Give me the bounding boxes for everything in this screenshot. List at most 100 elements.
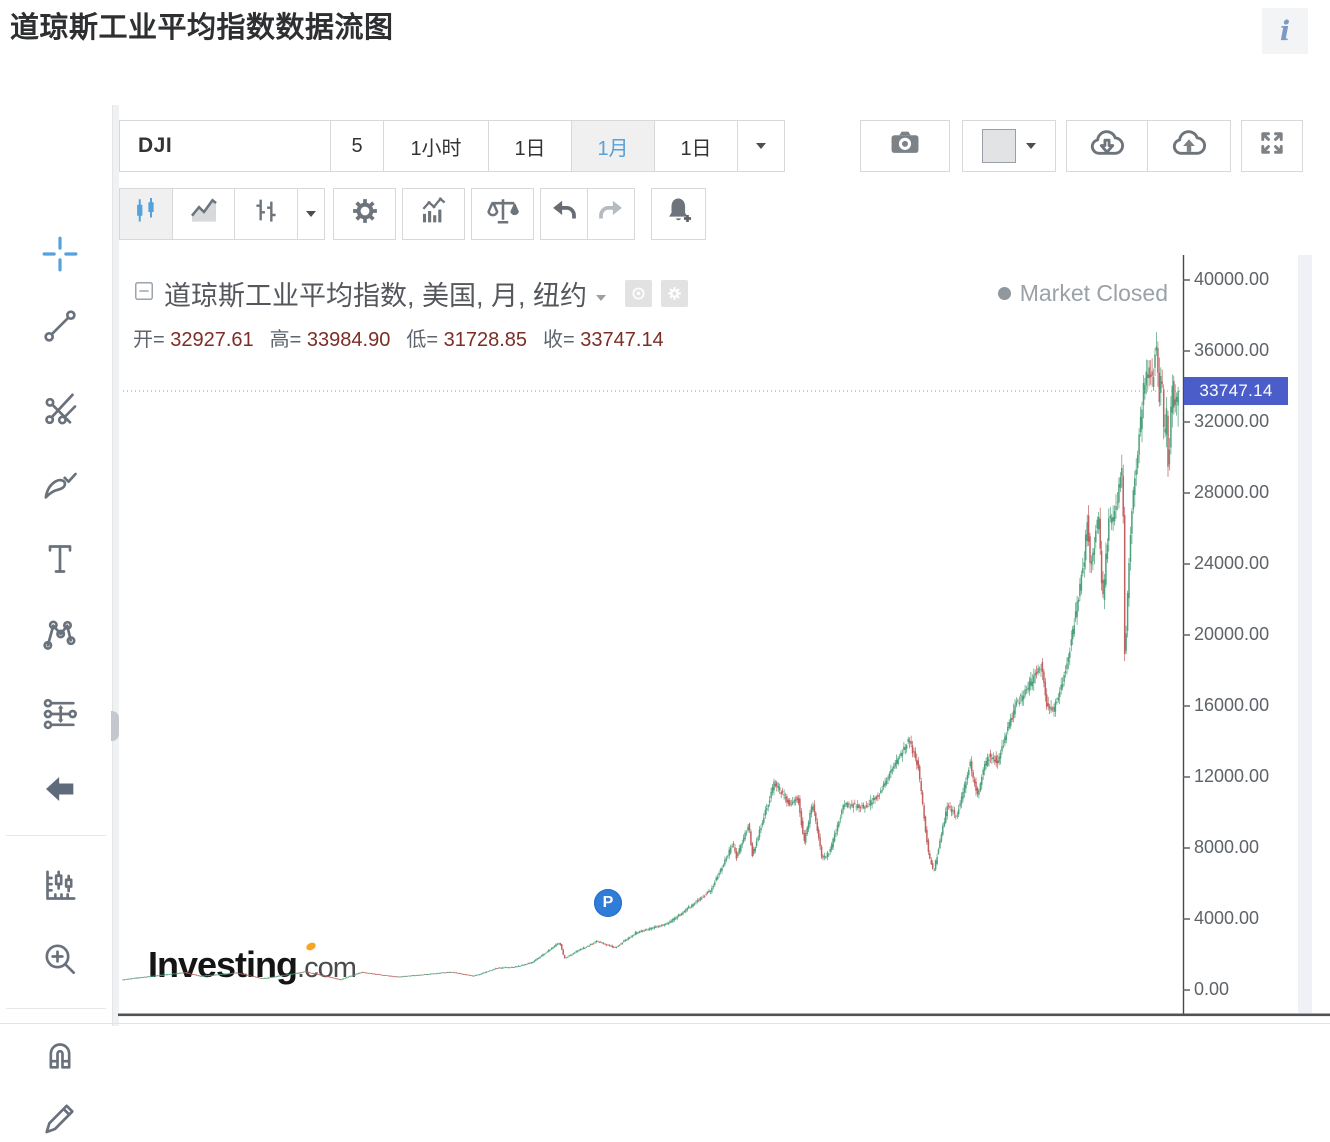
price-axis-tick: 4000.00: [1194, 908, 1260, 928]
interval-dropdown-button[interactable]: [737, 120, 785, 172]
settings-button[interactable]: [333, 188, 396, 240]
tool-magnet[interactable]: [36, 1033, 84, 1079]
p-marker-badge[interactable]: P: [593, 889, 622, 918]
ohlc-item: 收= 33747.14: [543, 329, 664, 351]
cloud-download-icon: [1088, 124, 1126, 168]
tool-pencil[interactable]: [36, 1096, 84, 1142]
projection-icon: [40, 694, 80, 739]
price-axis-tick: 12000.00: [1194, 766, 1270, 786]
alert-button[interactable]: [651, 188, 706, 240]
investing-watermark: Investing .com: [148, 941, 357, 986]
candlestick-icon: [131, 193, 161, 235]
text-icon: [40, 539, 80, 584]
gann-fib-icon: [40, 389, 80, 434]
ohlc-item: 低= 31728.85: [406, 329, 528, 351]
price-axis-tick: 40000.00: [1194, 268, 1270, 289]
chart-actions-toolbar: [860, 120, 1303, 172]
status-dot-icon: [997, 287, 1011, 300]
sidebar-gap: [112, 105, 119, 1026]
gear-icon: [348, 194, 382, 234]
compare-button[interactable]: [471, 188, 534, 240]
indicators-button[interactable]: [402, 188, 465, 240]
collapse-icon[interactable]: [133, 280, 155, 307]
interval-button-5[interactable]: 5: [330, 120, 384, 172]
sidebar-divider: [6, 835, 106, 836]
interval-button-1日[interactable]: 1日: [488, 120, 572, 172]
tool-trend-line[interactable]: [36, 305, 84, 351]
chart-style-toolbar: [119, 188, 706, 240]
fullscreen-icon: [1255, 126, 1289, 166]
price-axis-tick: 24000.00: [1194, 552, 1270, 573]
sidebar-collapse-handle[interactable]: [111, 711, 119, 741]
quick-settings-button[interactable]: [625, 280, 653, 307]
brush-icon: [40, 464, 80, 509]
price-axis-tick: 0.00: [1194, 979, 1230, 999]
time-axis-line[interactable]: [118, 1013, 1330, 1017]
price-axis-tick: 36000.00: [1194, 339, 1270, 360]
chart-title: 道琼斯工业平均指数, 美国, 月, 纽约: [164, 281, 588, 311]
price-axis-tick: 8000.00: [1194, 837, 1260, 857]
load-chart-button[interactable]: [1066, 120, 1148, 172]
tool-back-arrow[interactable]: [36, 768, 84, 814]
pencil-icon: [40, 1097, 80, 1142]
interval-button-1日[interactable]: 1日: [654, 120, 738, 172]
redo-button[interactable]: [587, 188, 635, 240]
bell-plus-icon: [662, 194, 696, 234]
caret-down-icon: [306, 211, 316, 217]
page-title: 道琼斯工业平均指数数据流图: [10, 12, 394, 44]
crosshair-icon: [40, 234, 80, 279]
info-icon: i: [1279, 15, 1291, 47]
watermark-brand: Investing: [148, 941, 318, 985]
ohlc-readout: 开= 32927.61 高= 33984.90 低= 31728.85 收= 3374…: [133, 323, 680, 352]
ohlc-style-button[interactable]: [234, 188, 298, 240]
tool-crosshair[interactable]: [36, 233, 84, 279]
watermark-suffix: .com: [297, 952, 357, 984]
market-status-text: Market Closed: [1019, 280, 1168, 306]
legend-gear-button[interactable]: [661, 280, 689, 307]
market-status: Market Closed: [997, 280, 1168, 307]
price-axis-tick: 16000.00: [1194, 695, 1270, 715]
interval-button-1月[interactable]: 1月: [571, 120, 655, 172]
background-swatch-button[interactable]: [962, 120, 1056, 172]
bottom-divider: [0, 1023, 1330, 1024]
undo-icon: [549, 196, 579, 232]
chart-legend: 道琼斯工业平均指数, 美国, 月, 纽约: [133, 274, 689, 313]
tool-projection[interactable]: [36, 693, 84, 739]
save-chart-button[interactable]: [1147, 120, 1231, 172]
ohlc-item: 开= 32927.61: [133, 329, 254, 351]
measure-icon: [40, 866, 80, 911]
cloud-upload-icon: [1170, 124, 1208, 168]
symbol-interval-toolbar: DJI 5 1小时 1日 1月 1日: [119, 120, 785, 172]
tool-xabcd-pattern[interactable]: [36, 613, 84, 659]
candle-series: [122, 332, 1179, 981]
orange-tittle: [304, 941, 318, 952]
price-axis-tick: 20000.00: [1194, 624, 1270, 644]
ohlc-bars-icon: [250, 194, 282, 234]
price-axis-tick: 28000.00: [1194, 481, 1270, 502]
tool-brush[interactable]: [36, 463, 84, 509]
drawing-toolbar: [0, 105, 112, 1133]
snapshot-button[interactable]: [860, 120, 950, 172]
xabcd-pattern-icon: [40, 614, 80, 659]
tool-gann-fib[interactable]: [36, 388, 84, 434]
caret-down-icon[interactable]: [596, 294, 607, 301]
camera-icon: [888, 126, 922, 166]
indicators-icon: [417, 194, 451, 234]
trend-line-icon: [40, 306, 80, 351]
fullscreen-button[interactable]: [1241, 120, 1303, 172]
tool-text[interactable]: [36, 538, 84, 584]
candlestick-style-button[interactable]: [119, 188, 173, 240]
tool-measure[interactable]: [36, 865, 84, 911]
style-dropdown-button[interactable]: [297, 188, 325, 240]
info-button[interactable]: i: [1262, 8, 1308, 54]
area-style-button[interactable]: [172, 188, 235, 240]
current-price-label: 33747.14: [1184, 376, 1288, 405]
scales-icon: [485, 193, 521, 235]
swatch-icon: [982, 129, 1016, 163]
zoom-in-icon: [40, 939, 80, 984]
symbol-field[interactable]: DJI: [119, 120, 331, 172]
tool-zoom-in[interactable]: [36, 938, 84, 984]
undo-button[interactable]: [540, 188, 588, 240]
interval-button-1小时[interactable]: 1小时: [383, 120, 489, 172]
axis-gutter: [1298, 255, 1312, 1013]
